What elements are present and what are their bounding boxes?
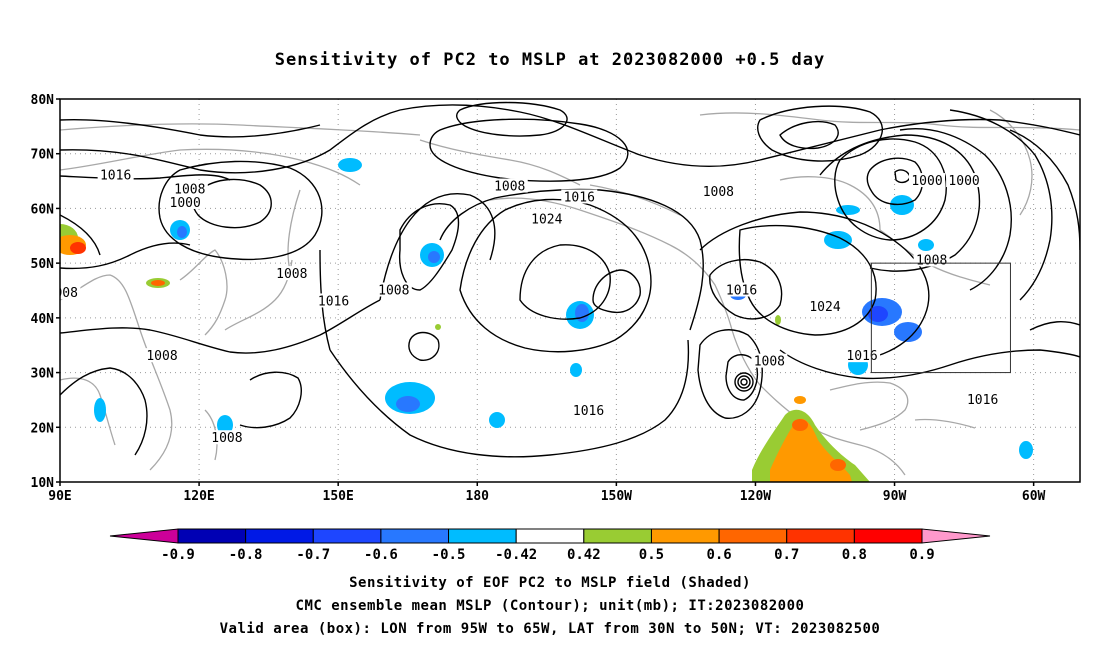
lon-tick-label: 90W xyxy=(883,489,907,504)
contour-label: 1016 xyxy=(846,349,877,364)
colorbar-label: -0.8 xyxy=(229,547,263,563)
contour-label-bg xyxy=(946,173,983,188)
contour-label-bg xyxy=(167,194,204,209)
contour-label: 1016 xyxy=(967,393,998,408)
colorbar-segment xyxy=(786,528,855,544)
contour-label-bg xyxy=(273,266,310,281)
contour-label: 1000 xyxy=(948,174,979,189)
contour-label: 1008 xyxy=(378,284,409,299)
contour-label: 1024 xyxy=(531,212,562,227)
mslp-contours xyxy=(60,101,1080,458)
contour-label: 1008 xyxy=(211,431,242,446)
colorbar-label: 0.42 xyxy=(567,547,601,563)
colorbar-label: 0.7 xyxy=(774,547,799,563)
contour-label: 1016 xyxy=(573,404,604,419)
contour-label-bg xyxy=(97,167,134,182)
map-frame xyxy=(60,99,1080,482)
contour-label: 1008 xyxy=(146,349,177,364)
contour-label-bg xyxy=(570,402,607,417)
colorbar-end-high xyxy=(921,528,991,544)
colorbar-segment xyxy=(245,528,314,544)
colorbar-label: 0.8 xyxy=(842,547,867,563)
lon-tick-label: 60W xyxy=(1022,489,1046,504)
contour-label: 1016 xyxy=(726,284,757,299)
caption-contour: CMC ensemble mean MSLP (Contour); unit(m… xyxy=(295,598,805,614)
colorbar-label: 0.9 xyxy=(909,547,934,563)
lat-tick-label: 60N xyxy=(31,202,55,217)
lon-tick-label: 120W xyxy=(740,489,771,504)
sensitivity-shading xyxy=(60,158,1033,482)
contour-label: 1016 xyxy=(100,169,131,184)
contour-label-bg xyxy=(528,211,565,226)
colorbar-segment xyxy=(853,528,923,544)
lat-tick-label: 40N xyxy=(31,312,55,327)
contour-label-bg xyxy=(375,282,412,297)
contour-label-bg xyxy=(964,391,1001,406)
colorbar-label: -0.7 xyxy=(296,547,330,563)
colorbar-segment xyxy=(380,528,450,544)
colorbar-segment xyxy=(177,528,247,544)
colorbar-label: -0.9 xyxy=(161,547,195,563)
contour-label-bg xyxy=(144,348,180,363)
lat-tick-label: 30N xyxy=(31,367,55,382)
contour-label-bg xyxy=(491,178,528,193)
lat-tick-label: 50N xyxy=(31,257,55,272)
map-title: Sensitivity of PC2 to MSLP at 2023082000… xyxy=(274,50,826,70)
contour-label-bg xyxy=(561,189,598,204)
colorbar: -0.9 -0.8 -0.7 -0.6 -0.5 -0.42 0.42 0.5 0.6 0.7 0.… xyxy=(109,528,991,563)
contour-label: 1008 xyxy=(276,267,307,282)
colorbar-segment xyxy=(718,528,788,544)
valid-area-box xyxy=(870,262,1011,374)
colorbar-segment xyxy=(650,528,720,544)
lat-tick-label: 70N xyxy=(31,148,55,163)
contour-label: 1008 xyxy=(494,180,525,195)
contour-label-bg xyxy=(807,298,843,313)
colorbar-end-low xyxy=(109,528,179,544)
contour-label-bg xyxy=(723,282,760,297)
lat-tick-label: 10N xyxy=(31,476,55,491)
contour-label-bg xyxy=(171,181,208,196)
colorbar-segment xyxy=(448,528,517,544)
contour-label: 1008 xyxy=(703,185,734,200)
colorbar-label: -0.6 xyxy=(364,547,398,563)
contour-label: 1024 xyxy=(809,300,840,315)
contour-label: 1008 xyxy=(174,182,205,197)
lon-tick-label: 120E xyxy=(183,489,214,504)
colorbar-label: -0.5 xyxy=(432,547,466,563)
lon-tick-label: 180 xyxy=(466,489,490,504)
contour-label: 1000 xyxy=(170,196,201,211)
lon-tick-label: 150W xyxy=(601,489,632,504)
colorbar-segment xyxy=(515,528,585,544)
contour-label-bg xyxy=(60,285,81,300)
lat-tick-label: 20N xyxy=(31,421,55,436)
map-border xyxy=(59,98,1081,483)
contour-label: 1016 xyxy=(564,190,595,205)
contour-label: 1008 xyxy=(916,253,947,268)
contour-label: 1008 xyxy=(754,355,785,370)
lon-tick-label: 90E xyxy=(48,489,71,504)
contour-label: 1016 xyxy=(318,294,349,309)
lon-tick-label: 150E xyxy=(323,489,354,504)
contour-label-bg xyxy=(208,430,245,445)
lat-tick-label: 80N xyxy=(31,93,55,108)
contour-label-bg xyxy=(315,293,352,308)
colorbar-label: -0.42 xyxy=(495,547,537,563)
colorbar-label: 0.5 xyxy=(639,547,664,563)
contour-label: 1000 xyxy=(911,174,942,189)
caption-valid-area: Valid area (box): LON from 95W to 65W, L… xyxy=(219,621,881,637)
contour-label-bg xyxy=(909,173,945,188)
contour-label-bg xyxy=(700,184,737,199)
caption-shaded: Sensitivity of EOF PC2 to MSLP field (Sh… xyxy=(349,575,751,591)
contour-label-bg xyxy=(751,353,788,368)
colorbar-segment xyxy=(312,528,382,544)
colorbar-segment xyxy=(583,528,652,544)
colorbar-label: 0.6 xyxy=(706,547,731,563)
contour-label: 1008 xyxy=(47,286,78,301)
